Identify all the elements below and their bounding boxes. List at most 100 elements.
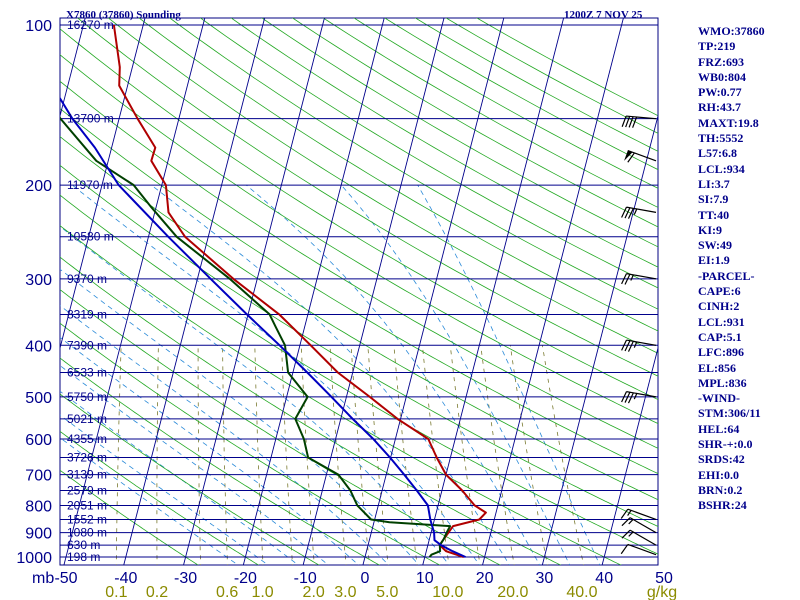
moist-adiabat <box>60 225 450 565</box>
moist-adiabat <box>417 184 601 565</box>
barb-full <box>625 116 631 128</box>
index-value: 5552 <box>719 131 744 146</box>
index-label: KI <box>698 222 713 237</box>
index-separator: : <box>722 314 727 329</box>
barb-half <box>633 393 638 400</box>
pressure-unit-label: mb <box>32 570 54 587</box>
height-label: 630 m <box>67 538 100 552</box>
index-value: 5.1 <box>726 329 742 344</box>
mixing-ratio-unit: g/kg <box>647 584 677 600</box>
barb-full <box>627 152 635 163</box>
index-value: +:0.0 <box>726 437 753 452</box>
index-label: WMO <box>698 24 731 38</box>
index-item: EI:1.9 <box>698 253 765 268</box>
axis-labels: 16270 m 13700 m 11970 m 10580 m 9370 m 8319 m… <box>16 18 677 600</box>
index-separator: : <box>713 207 718 222</box>
index-item: TH:5552 <box>698 131 765 146</box>
index-separator: : <box>713 39 718 54</box>
temperature-tick-label: -20 <box>234 570 257 587</box>
moist-adiabat <box>60 437 239 565</box>
barb-full <box>620 544 629 555</box>
dry-adiabat <box>60 54 658 425</box>
barb-half <box>633 341 638 348</box>
index-separator: : <box>730 498 735 513</box>
temperature-tick-label: -40 <box>114 570 137 587</box>
pressure-tick-label: 700 <box>25 468 52 485</box>
height-label: 11970 m <box>67 178 113 192</box>
index-item: TT:40 <box>698 208 765 223</box>
mixing-ratio-label: 5.0 <box>376 584 398 600</box>
barb-full <box>624 273 631 285</box>
index-value: 836 <box>728 375 747 390</box>
wind-barbs <box>620 115 657 556</box>
barb-full <box>627 392 634 404</box>
index-value: 896 <box>726 345 744 360</box>
height-label: 13700 m <box>67 112 114 126</box>
dry-adiabat <box>60 322 441 565</box>
height-label: 16270 m <box>67 18 114 32</box>
pressure-tick-label: 1000 <box>16 550 52 567</box>
pressure-tick-label: 100 <box>25 18 52 35</box>
index-label: MAXT <box>698 115 734 130</box>
index-item: FRZ:693 <box>698 55 765 70</box>
index-label: CINH <box>698 299 730 314</box>
index-separator: : <box>722 345 726 360</box>
pressure-tick-label: 600 <box>25 432 52 449</box>
index-value: 934 <box>726 161 745 176</box>
index-item: SW:49 <box>698 238 765 253</box>
index-separator: : <box>724 375 729 390</box>
index-separator: : <box>722 329 727 344</box>
height-label: 2579 m <box>67 484 107 498</box>
index-label: TT <box>698 207 714 222</box>
index-value: 49 <box>720 238 733 253</box>
index-separator: : <box>723 421 728 436</box>
barb-shaft <box>626 273 657 280</box>
index-value: 24 <box>734 498 747 513</box>
barb-full <box>621 517 631 527</box>
moist-adiabat <box>60 305 390 565</box>
index-value: 42 <box>732 452 745 467</box>
dry-adiabat <box>60 80 658 449</box>
index-label: BRN <box>698 482 724 497</box>
index-label: BSHR <box>698 498 731 513</box>
index-item: STM:306/11 <box>698 406 765 421</box>
temperature-tick-label: 30 <box>536 570 554 587</box>
index-separator: : <box>729 299 734 314</box>
dry-adiabat <box>60 136 658 501</box>
index-value: 19.8 <box>737 115 759 130</box>
index-value: 6 <box>734 284 741 299</box>
index-label: LCL <box>698 314 723 329</box>
index-label: LFC <box>698 345 722 360</box>
parcel-line <box>60 96 466 558</box>
index-item: BRN:0.2 <box>698 483 765 498</box>
mixing-ratio-label: 40.0 <box>566 584 597 600</box>
index-item: LCL:934 <box>698 162 765 177</box>
barb-full <box>621 273 627 285</box>
index-item: WB0:804 <box>698 70 765 85</box>
barb-shaft <box>626 391 657 398</box>
dry-adiabat <box>60 256 562 565</box>
isotherm <box>422 18 565 565</box>
temperature-tick-label: 10 <box>416 570 434 587</box>
temperature-tick-label: 50 <box>655 570 673 587</box>
station-title: X7860 (37860) Sounding <box>66 9 181 21</box>
index-separator: : <box>710 176 715 191</box>
index-item: -WIND- <box>698 391 765 406</box>
index-label: SRDS <box>698 452 729 467</box>
index-panel: WMO:37860 TP:219 FRZ:693 WB0:804 PW:0.77 RH:4… <box>698 24 765 514</box>
wind-barb <box>621 273 657 285</box>
index-label: SW <box>698 238 717 253</box>
moist-adiabat <box>72 184 480 565</box>
barb-half <box>628 518 634 525</box>
barb-full <box>624 207 631 219</box>
index-separator: : <box>720 467 725 482</box>
index-value: 804 <box>728 69 747 84</box>
wind-barb <box>621 206 657 219</box>
index-separator: : <box>724 406 729 421</box>
index-value: 2 <box>733 299 740 314</box>
index-item: MPL:836 <box>698 376 765 391</box>
wind-barb <box>620 508 657 521</box>
index-separator: : <box>718 146 723 161</box>
isotherm <box>63 18 206 565</box>
index-separator: : <box>730 284 735 299</box>
